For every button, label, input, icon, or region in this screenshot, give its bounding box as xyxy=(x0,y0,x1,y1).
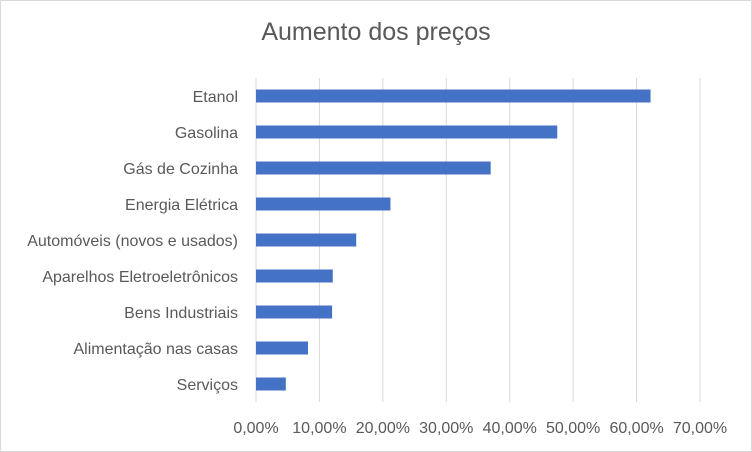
x-tick-label: 10,00% xyxy=(292,420,346,437)
category-label: Etanol xyxy=(193,89,238,106)
x-tick-label: 20,00% xyxy=(356,420,410,437)
bar xyxy=(256,269,333,283)
x-tick-label: 40,00% xyxy=(483,420,537,437)
bar xyxy=(256,125,558,139)
x-tick-label: 30,00% xyxy=(419,420,473,437)
bar xyxy=(256,89,651,103)
bar xyxy=(256,341,309,355)
category-label: Automóveis (novos e usados) xyxy=(27,233,238,250)
bar xyxy=(256,377,286,391)
category-label: Serviços xyxy=(177,377,238,394)
bar xyxy=(256,197,391,211)
x-tick-label: 70,00% xyxy=(673,420,727,437)
chart-title: Aumento dos preços xyxy=(261,18,491,46)
category-label: Energia Elétrica xyxy=(125,197,238,214)
category-label: Gás de Cozinha xyxy=(123,161,238,178)
bar xyxy=(256,233,357,247)
category-label: Alimentação nas casas xyxy=(73,341,238,358)
category-label: Gasolina xyxy=(175,125,238,142)
category-label: Aparelhos Eletroeletrônicos xyxy=(42,269,238,286)
bar xyxy=(256,161,491,175)
x-tick-label: 60,00% xyxy=(609,420,663,437)
category-label: Bens Industriais xyxy=(124,305,238,322)
x-tick-label: 0,00% xyxy=(233,420,278,437)
x-tick-label: 50,00% xyxy=(546,420,600,437)
bar xyxy=(256,305,333,319)
